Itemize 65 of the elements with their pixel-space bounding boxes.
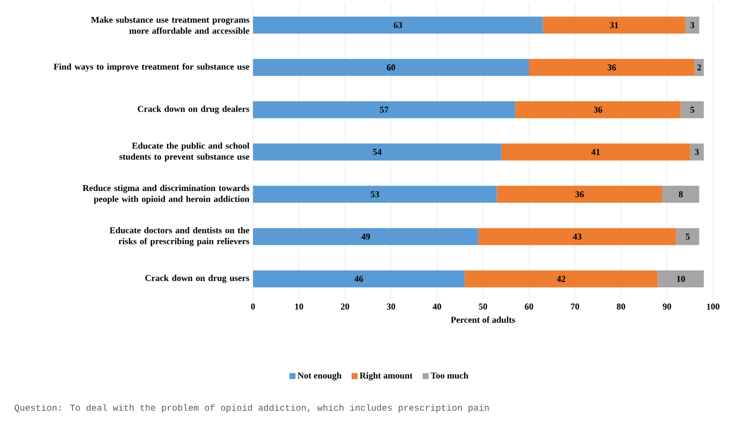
bar xyxy=(676,228,700,246)
bar xyxy=(694,58,704,76)
bar xyxy=(662,186,700,203)
bar xyxy=(496,186,662,203)
x-tick-label: 90 xyxy=(662,304,672,310)
data-label: 43 xyxy=(572,234,582,240)
bar xyxy=(685,16,700,34)
x-tick-label: 40 xyxy=(432,304,442,310)
data-label: 46 xyxy=(354,276,364,282)
data-label: 36 xyxy=(594,106,602,113)
legend-label: Right amount xyxy=(360,372,413,380)
data-label: 2 xyxy=(697,64,702,70)
bar xyxy=(680,101,704,118)
text: Question: To deal with the problem of opioid addiction, which includes prescription pain xyxy=(14,404,489,413)
data-label: 54 xyxy=(373,149,382,155)
x-tick-label: 80 xyxy=(616,304,626,310)
legend-label: Too much xyxy=(430,372,468,379)
bar xyxy=(253,101,516,118)
bar xyxy=(690,144,704,161)
data-label: 36 xyxy=(575,191,584,198)
x-tick-label: 0 xyxy=(251,304,255,310)
bar xyxy=(253,228,478,246)
bar xyxy=(253,186,497,203)
data-label: 31 xyxy=(610,22,618,28)
bar xyxy=(253,270,465,288)
data-label: 10 xyxy=(677,276,685,282)
x-tick-label: 70 xyxy=(571,304,580,310)
data-label: 3 xyxy=(695,148,699,156)
data-label: 5 xyxy=(690,106,694,113)
data-label: 53 xyxy=(370,191,380,198)
data-label: 41 xyxy=(591,149,600,155)
x-tick-label: 50 xyxy=(478,304,488,310)
legend-label: Not enough xyxy=(298,372,342,380)
x-tick-label: 30 xyxy=(386,304,396,310)
data-label: 60 xyxy=(386,64,396,70)
data-label: 8 xyxy=(678,191,683,198)
bar xyxy=(515,101,681,118)
x-tick-label: 100 xyxy=(707,304,720,310)
x-tick-label: 20 xyxy=(340,304,350,310)
y-tick-label: Educate the public and school students to prevent substance use xyxy=(119,142,250,162)
y-tick-label: Educate doctors and dentists on the risks of prescribing pain relievers xyxy=(110,227,250,246)
bar xyxy=(501,144,690,161)
y-tick-label: Find ways to improve treatment for substance use xyxy=(54,63,250,72)
y-tick-label: Crack down on drug users xyxy=(145,274,250,283)
x-tick-label: 60 xyxy=(524,304,534,310)
data-label: 42 xyxy=(556,276,566,282)
bar xyxy=(658,270,704,288)
bar xyxy=(542,16,686,34)
bar xyxy=(529,58,695,76)
x-axis-title: Percent of adults xyxy=(450,316,516,323)
bar xyxy=(253,144,502,161)
bar xyxy=(478,228,676,246)
data-label: 57 xyxy=(380,106,388,113)
y-tick-label: Reduce stigma and discrimination towards people with opioid and heroin addiction xyxy=(82,184,250,204)
x-tick-label: 10 xyxy=(295,304,304,310)
bar xyxy=(464,270,658,288)
y-tick-label: Crack down on drug dealers xyxy=(138,106,250,114)
bar xyxy=(253,16,543,34)
bar xyxy=(253,58,530,76)
data-label: 49 xyxy=(361,234,370,240)
data-label: 36 xyxy=(608,64,616,70)
data-label: 3 xyxy=(690,22,694,28)
data-label: 5 xyxy=(686,234,690,240)
data-label: 63 xyxy=(394,22,402,28)
y-tick-label: Make substance use treatment programs more affordable and accessible xyxy=(91,16,250,34)
